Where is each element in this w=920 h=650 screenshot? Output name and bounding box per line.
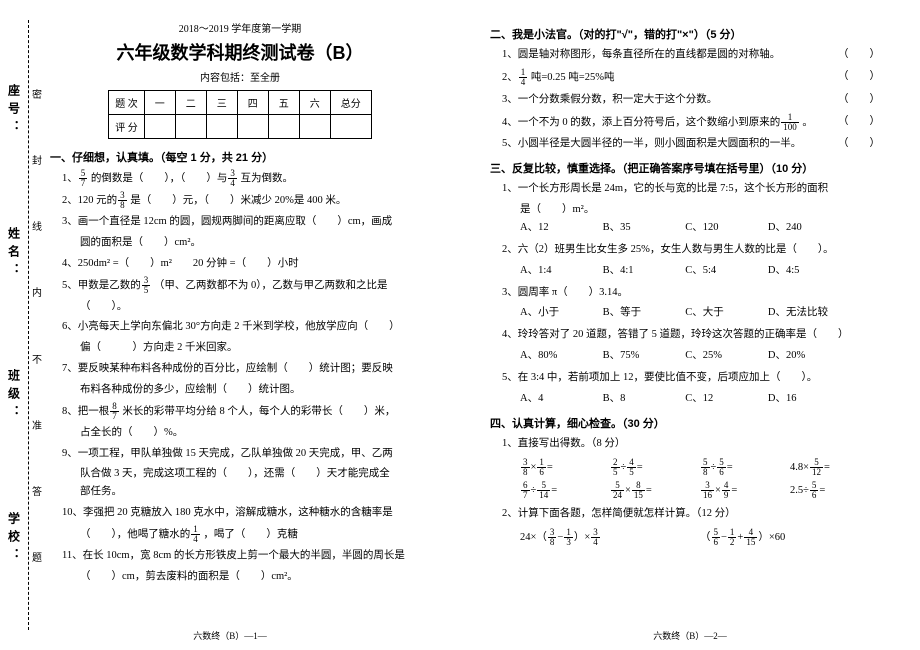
binding-marks: 密 封 线 内 不 准 答 题: [32, 60, 46, 590]
q1: 1、57 的倒数是（ ），（ ）与34 互为倒数。: [62, 169, 430, 188]
q10b: （ ），他喝了糖水的14 ，喝了（ ）克糖: [80, 525, 430, 544]
section-2: 二、我是小法官。（对的打"√"，错的打"×"）（5 分）: [490, 26, 880, 42]
c4: 4、玲玲答对了 20 道题，答错了 5 道题，玲玲这次答题的正确率是（ ）: [502, 326, 880, 344]
page-right: 二、我是小法官。（对的打"√"，错的打"×"）（5 分） 1、圆是轴对称图形，每…: [460, 0, 920, 650]
q6b: 偏（ ）方向走 2 千米回家。: [80, 339, 430, 357]
q9b: 队合做 3 天，完成这项工程的（ ），还需（ ）天才能完成全: [80, 465, 430, 483]
c3-opts: A、小于 B、等于 C、大于 D、无法比较: [520, 304, 880, 323]
footer-left: 六数终（B）—1—: [0, 629, 460, 642]
label-name: 姓名：: [6, 227, 23, 281]
section-1: 一、仔细想，认真填。（每空 1 分，共 21 分）: [50, 149, 430, 165]
c5-opts: A、4 B、8 C、12 D、16: [520, 390, 880, 409]
c4-opts: A、80% B、75% C、25% D、20%: [520, 347, 880, 366]
j2: 2、14 吨=0.25 吨=25%吨（ ）: [502, 68, 880, 88]
j4: 4、一个不为 0 的数，添上百分符号后，这个数缩小到原来的1100 。（ ）: [502, 113, 880, 133]
q6: 6、小亮每天上学向东偏北 30°方向走 2 千米到学校，他放学应向（ ）: [62, 318, 430, 336]
q11b: （ ）cm，剪去废料的面积是（ ）cm²。: [80, 568, 430, 586]
label-school: 学校：: [6, 512, 23, 566]
q4: 4、250dm² =（ ）m² 20 分钟 =（ ）小时: [62, 255, 430, 273]
c2-opts: A、1:4 B、4:1 C、5:4 D、4:5: [520, 262, 880, 281]
frac-3-5: 35: [142, 276, 151, 295]
c3: 3、圆周率 π（ ）3.14。: [502, 284, 880, 302]
header: 2018～2019 学年度第一学期 六年级数学科期终测试卷（B） 内容包括：至全…: [50, 20, 430, 139]
calc2: 2、计算下面各题，怎样简便就怎样计算。（12 分）: [502, 505, 880, 523]
c1: 1、一个长方形周长是 24m，它的长与宽的比是 7:5，这个长方形的面积: [502, 180, 880, 198]
subtitle: 2018～2019 学年度第一学期: [50, 20, 430, 35]
calc-row-2: 67÷514= 524×815= 316×49= 2.5÷56=: [520, 479, 880, 502]
page-left: 座号： 姓名： 班级： 学校： 密 封 线 内 不 准 答 题 2018～201…: [0, 0, 460, 650]
frac-3-4: 34: [228, 169, 237, 188]
section-4: 四、认真计算，细心检查。（30 分）: [490, 415, 880, 431]
q10: 10、李强把 20 克糖放入 180 克水中，溶解成糖水，这种糖水的含糖率是: [62, 504, 430, 522]
frac-8-7: 87: [110, 402, 119, 421]
j3: 3、一个分数乘假分数，积一定大于这个分数。（ ）: [502, 91, 880, 110]
frac-1-4b: 14: [519, 68, 528, 87]
q8c: 占全长的（ ）%。: [80, 424, 430, 442]
frac-3-8: 38: [118, 191, 127, 210]
calc1: 1、直接写出得数。（8 分）: [502, 435, 880, 453]
q7: 7、要反映某种布料各种成份的百分比，应绘制（ ）统计图；要反映: [62, 360, 430, 378]
frac-1-4a: 14: [191, 525, 200, 544]
scope: 内容包括：至全册: [50, 69, 430, 84]
q5c: （ ）。: [80, 298, 430, 316]
label-class: 班级：: [6, 369, 23, 423]
q2: 2、120 元的38 是（ ）元，（ ）米减少 20%是 400 米。: [62, 191, 430, 210]
j5: 5、小圆半径是大圆半径的一半，则小圆面积是大圆面积的一半。（ ）: [502, 135, 880, 154]
section-3: 三、反复比较，慎重选择。（把正确答案序号填在括号里）（10 分）: [490, 160, 880, 176]
c2: 2、六（2）班男生比女生多 25%，女生人数与男生人数的比是（ ）。: [502, 241, 880, 259]
frac-5-7: 57: [79, 169, 88, 188]
footer-right: 六数终（B）—2—: [460, 629, 920, 642]
calc-row-3: 24×（38−13）×34 （56−12+415）×60: [520, 526, 880, 549]
label-seat: 座号：: [6, 84, 23, 138]
q3b: 圆的面积是（ ）cm²。: [80, 234, 430, 252]
q7b: 布料各种成份的多少，应绘制（ ）统计图。: [80, 381, 430, 399]
q5: 5、甲数是乙数的35 （甲、乙两数都不为 0），乙数与甲乙两数和之比是: [62, 276, 430, 295]
j1: 1、圆是轴对称图形，每条直径所在的直线都是圆的对称轴。（ ）: [502, 46, 880, 65]
q9: 9、一项工程，甲队单独做 15 天完成，乙队单独做 20 天完成，甲、乙两: [62, 445, 430, 463]
c5: 5、在 3:4 中，若前项加上 12，要使比值不变，后项应加上（ ）。: [502, 369, 880, 387]
binding-line: [28, 20, 29, 630]
title: 六年级数学科期终测试卷（B）: [50, 39, 430, 65]
calc-row-1: 38×16= 25÷45= 58÷56= 4.8×512=: [520, 456, 880, 479]
c1b: 是（ ）m²。: [520, 201, 880, 219]
frac-1-100: 1100: [781, 113, 799, 132]
binding-labels: 座号： 姓名： 班级： 学校：: [4, 40, 24, 610]
q9c: 部任务。: [80, 483, 430, 501]
q8: 8、把一根87 米长的彩带平均分给 8 个人，每个人的彩带长（ ）米，: [62, 402, 430, 421]
q11: 11、在长 10cm，宽 8cm 的长方形铁皮上剪一个最大的半圆，半圆的周长是: [62, 547, 430, 565]
score-table: 题 次 一 二 三 四 五 六 总分 评 分: [108, 90, 372, 139]
c1-opts: A、12 B、35 C、120 D、240: [520, 219, 880, 238]
q3: 3、画一个直径是 12cm 的圆，圆规两脚间的距离应取（ ）cm，画成: [62, 213, 430, 231]
